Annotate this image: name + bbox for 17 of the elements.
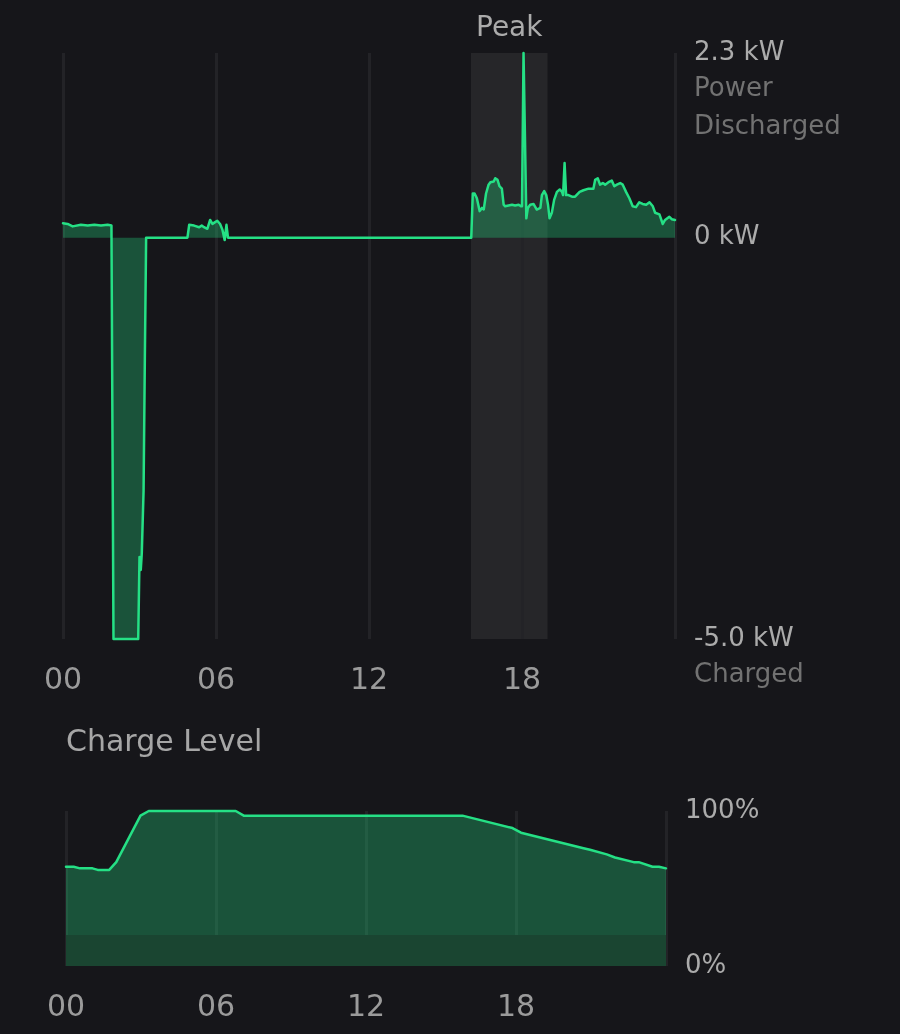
chart-title: Charge Level [66, 722, 263, 758]
x-tick-label: 06 [196, 660, 236, 696]
y-tick-label: 2.3 kW [694, 35, 785, 66]
x-tick-label: 12 [346, 987, 386, 1023]
band-label: Peak [476, 10, 544, 44]
x-tick-label: 12 [349, 660, 389, 696]
text: Charged [694, 657, 804, 688]
y-tick-label: 0% [685, 948, 727, 979]
y-tick-label: -5.0 kW [694, 621, 794, 652]
y-tick-label: 100% [685, 793, 760, 824]
y-tick-label: 0 kW [694, 220, 760, 251]
x-tick-label: 06 [196, 987, 236, 1023]
text: Power Discharged [694, 71, 841, 140]
x-tick-label: 18 [502, 660, 542, 696]
x-tick-label: 00 [43, 660, 83, 696]
x-tick-label: 00 [46, 987, 86, 1023]
x-tick-label: 18 [496, 987, 536, 1023]
